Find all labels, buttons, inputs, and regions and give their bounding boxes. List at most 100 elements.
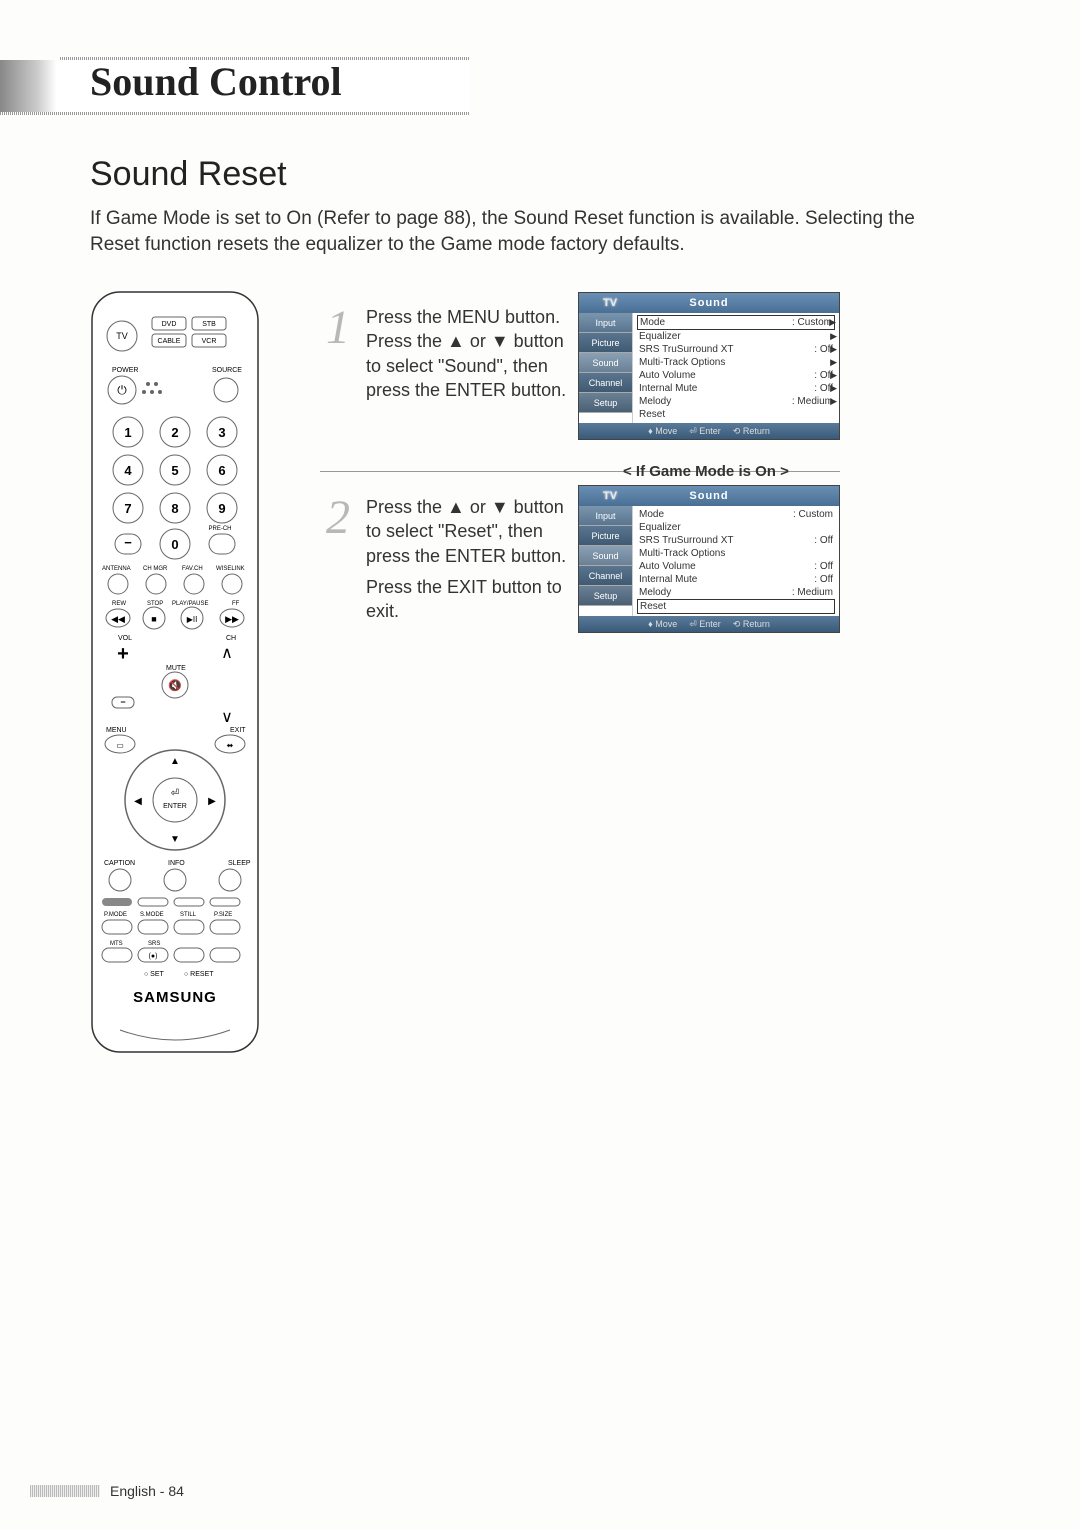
osd1-menu-list: Mode: Custom▶Equalizer▶SRS TruSurround X…	[633, 313, 839, 423]
svg-text:ANTENNA: ANTENNA	[102, 566, 131, 572]
osd1-tv: TV	[603, 297, 617, 309]
svg-text:○ SET: ○ SET	[144, 971, 165, 978]
step1-text: Press the MENU button. Press the ▲ or ▼ …	[366, 305, 576, 402]
osd-item: Auto Volume: Off	[637, 560, 835, 573]
svg-text:⏎: ⏎	[171, 788, 179, 799]
svg-text:4: 4	[124, 463, 132, 478]
svg-text:3: 3	[218, 425, 225, 440]
sb-channel: Channel	[579, 373, 632, 393]
osd-item: Equalizer	[637, 521, 835, 534]
svg-text:(●): (●)	[149, 953, 158, 960]
svg-text:EXIT: EXIT	[230, 727, 246, 734]
osd-item: Mode: Custom	[637, 508, 835, 521]
svg-text:P.MODE: P.MODE	[104, 912, 127, 918]
svg-text:▼: ▼	[170, 834, 180, 845]
osd-item: Internal Mute: Off	[637, 573, 835, 586]
remote-tv: TV	[116, 331, 128, 341]
svg-text:DVD: DVD	[162, 321, 177, 328]
svg-text:P.SIZE: P.SIZE	[214, 912, 232, 918]
osd1-title: Sound	[689, 297, 728, 309]
osd-item: Melody: Medium	[637, 586, 835, 599]
svg-text:∨: ∨	[221, 709, 233, 726]
svg-text:STB: STB	[202, 321, 216, 328]
step2b-text: Press the EXIT button to exit.	[366, 575, 576, 624]
svg-text:■: ■	[151, 614, 156, 624]
page-footer: English - 84	[30, 1483, 184, 1499]
sb-input: Input	[579, 313, 632, 333]
svg-text:REW: REW	[112, 601, 126, 607]
svg-text:8: 8	[171, 501, 178, 516]
sb-picture: Picture	[579, 333, 632, 353]
game-mode-label: < If Game Mode is On >	[623, 463, 789, 480]
svg-text:⬌: ⬌	[227, 741, 234, 750]
osd-item: Mode: Custom▶	[637, 315, 835, 330]
svg-text:🔇: 🔇	[168, 679, 182, 692]
svg-text:−: −	[124, 535, 132, 550]
svg-text:STOP: STOP	[147, 601, 163, 607]
svg-text:ENTER: ENTER	[163, 803, 187, 810]
svg-text:▶: ▶	[208, 796, 216, 807]
svg-text:○ RESET: ○ RESET	[184, 971, 214, 978]
remote-control: TV DVD STB CABLE VCR POWER ⏻ SOURCE 1 2 …	[90, 290, 260, 1080]
sb-setup: Setup	[579, 393, 632, 413]
svg-text:+: +	[117, 643, 129, 665]
osd-item: Reset	[637, 599, 835, 614]
svg-text:VCR: VCR	[202, 338, 217, 345]
svg-text:FF: FF	[232, 601, 240, 607]
svg-text:CABLE: CABLE	[158, 338, 181, 345]
intro-text: If Game Mode is set to On (Refer to page…	[90, 206, 920, 257]
footer-bar	[30, 1485, 100, 1497]
svg-text:1: 1	[124, 425, 131, 440]
osd-item: Auto Volume: Off▶	[637, 369, 835, 382]
osd2-tv: TV	[603, 490, 617, 502]
svg-text:PRE-CH: PRE-CH	[208, 526, 231, 532]
svg-text:PLAY/PAUSE: PLAY/PAUSE	[172, 601, 208, 607]
svg-text:MUTE: MUTE	[166, 665, 186, 672]
svg-text:VOL: VOL	[118, 635, 132, 642]
header-title: Sound Control	[90, 58, 342, 105]
svg-text:▭: ▭	[116, 741, 124, 750]
osd2-menu-list: Mode: CustomEqualizerSRS TruSurround XT:…	[633, 506, 839, 616]
svg-text:CH: CH	[226, 635, 236, 642]
svg-text:POWER: POWER	[112, 367, 138, 374]
svg-text:SAMSUNG: SAMSUNG	[133, 989, 217, 1006]
svg-text:−: −	[120, 697, 125, 707]
svg-text:5: 5	[171, 463, 178, 478]
svg-text:⏻: ⏻	[117, 383, 127, 397]
header-stripe-bottom	[0, 112, 470, 115]
osd-item: Equalizer▶	[637, 330, 835, 343]
osd2-title: Sound	[689, 490, 728, 502]
svg-text:▶II: ▶II	[187, 615, 198, 624]
svg-text:▲: ▲	[170, 756, 180, 767]
svg-text:0: 0	[171, 537, 178, 552]
svg-text:S.MODE: S.MODE	[140, 912, 164, 918]
svg-text:SLEEP: SLEEP	[228, 860, 251, 867]
svg-text:∧: ∧	[221, 645, 233, 662]
svg-text:CH MGR: CH MGR	[143, 566, 168, 572]
svg-text:STILL: STILL	[180, 912, 197, 918]
osd-item: SRS TruSurround XT: Off▶	[637, 343, 835, 356]
svg-text:SRS: SRS	[148, 941, 160, 947]
osd-menu-2: TV Sound Input Picture Sound Channel Set…	[578, 485, 840, 633]
osd2-sidebar: Input Picture Sound Channel Setup	[579, 506, 633, 616]
osd-item: Reset	[637, 408, 835, 421]
osd1-sidebar: Input Picture Sound Channel Setup	[579, 313, 633, 423]
osd1-footer: ♦ Move ⏎ Enter ⟲ Return	[579, 423, 839, 439]
svg-text:MTS: MTS	[110, 941, 123, 947]
svg-text:9: 9	[218, 501, 225, 516]
svg-text:MENU: MENU	[106, 727, 127, 734]
osd-item: Multi-Track Options▶	[637, 356, 835, 369]
svg-text:◀: ◀	[134, 796, 142, 807]
svg-text:6: 6	[218, 463, 225, 478]
osd-item: Internal Mute: Off▶	[637, 382, 835, 395]
step2-number: 2	[326, 490, 350, 545]
svg-text:◀◀: ◀◀	[111, 614, 125, 624]
footer-text: English - 84	[110, 1483, 184, 1499]
svg-text:WISELINK: WISELINK	[216, 566, 245, 572]
osd-item: Melody: Medium▶	[637, 395, 835, 408]
section-title: Sound Reset	[90, 155, 287, 194]
svg-text:FAV.CH: FAV.CH	[182, 566, 203, 572]
osd2-footer: ♦ Move ⏎ Enter ⟲ Return	[579, 616, 839, 632]
step2-text: Press the ▲ or ▼ button to select "Reset…	[366, 495, 576, 568]
step1-number: 1	[326, 300, 350, 355]
